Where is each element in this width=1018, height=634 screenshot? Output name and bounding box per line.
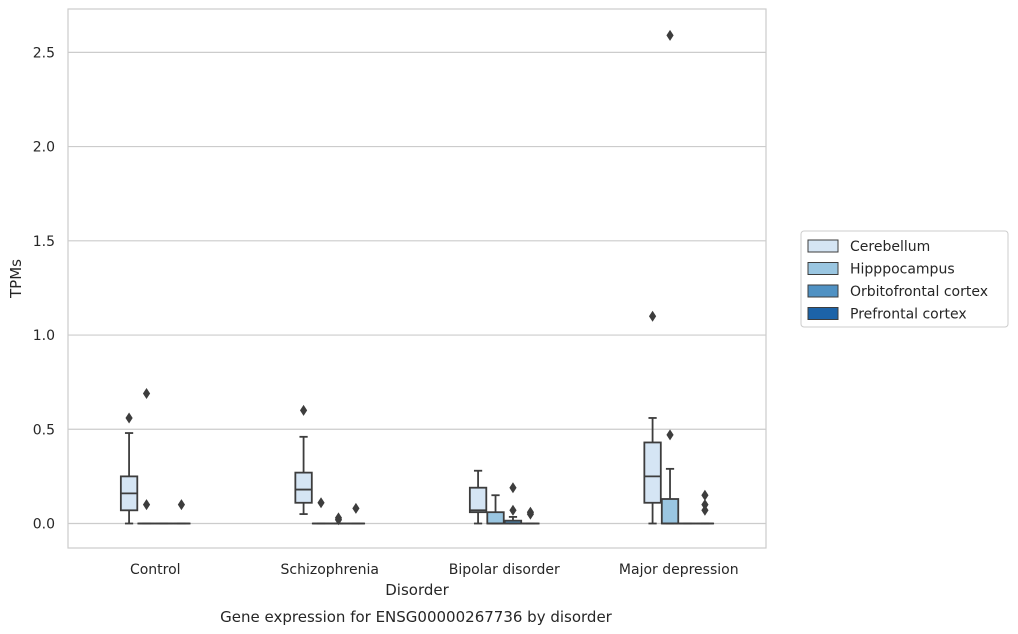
outlier-point <box>317 497 325 509</box>
outlier-point <box>701 489 709 501</box>
box-orbitofrontal-cortex <box>503 482 523 525</box>
iqr-box <box>468 486 488 514</box>
legend-label: Hipppocampus <box>850 262 955 278</box>
y-tick-label: 1.0 <box>33 328 55 344</box>
y-tick-label: 2.0 <box>33 140 55 156</box>
outlier-point <box>125 412 133 424</box>
plot-frame <box>67 8 767 549</box>
outlier-point <box>352 502 360 514</box>
chart-caption: Gene expression for ENSG00000267736 by d… <box>220 608 613 626</box>
outlier-point <box>648 310 657 322</box>
legend-swatch <box>807 284 839 298</box>
box-series <box>119 29 715 526</box>
box-cerebellum <box>294 404 313 515</box>
iqr-box <box>294 471 313 504</box>
legend-label: Orbitofrontal cortex <box>850 284 988 300</box>
y-tick-label: 0.5 <box>33 422 55 438</box>
x-axis-ticks: Control Schizophrenia Bipolar disorder Majo… <box>130 562 739 578</box>
outlier-point <box>509 482 517 494</box>
x-tick-label: Bipolar disorder <box>449 562 560 578</box>
legend-frame <box>800 230 1009 328</box>
legend-label: Cerebellum <box>850 239 930 255</box>
outlier-point <box>526 506 535 518</box>
outlier-point <box>509 504 517 516</box>
legend-swatch <box>807 307 839 320</box>
outlier-point <box>177 499 186 511</box>
iqr-box <box>643 441 662 504</box>
box-hipppocampus <box>311 497 331 525</box>
box-hipppocampus <box>137 387 156 525</box>
outlier-point <box>142 387 151 399</box>
outlier-point <box>666 29 674 41</box>
legend-swatch <box>807 262 839 275</box>
box-cerebellum <box>119 412 139 525</box>
x-tick-label: Schizophrenia <box>281 562 379 578</box>
box-orbitofrontal-cortex <box>329 512 348 526</box>
outlier-point <box>701 499 709 511</box>
legend-swatch <box>807 239 839 253</box>
iqr-box <box>486 511 505 525</box>
y-axis-label: TPMs <box>7 259 25 299</box>
outlier-point <box>142 499 151 511</box>
outlier-point <box>701 504 709 516</box>
y-tick-label: 1.5 <box>33 234 55 250</box>
x-axis-label: Disorder <box>385 581 449 599</box>
legend: Cerebellum Hipppocampus Orbitofrontal cort… <box>800 230 1009 328</box>
iqr-box <box>660 498 680 525</box>
y-axis-ticks: 0.0 0.5 1.0 1.5 2.0 2.5 <box>33 45 55 532</box>
box-hipppocampus <box>486 494 505 525</box>
x-tick-label: Major depression <box>619 562 739 578</box>
legend-label: Prefrontal cortex <box>850 307 967 323</box>
y-tick-label: 2.5 <box>33 45 55 61</box>
box-hipppocampus <box>660 29 680 525</box>
outlier-point <box>666 429 674 441</box>
box-cerebellum <box>468 469 488 525</box>
x-tick-label: Control <box>130 562 181 578</box>
box-cerebellum <box>643 310 662 525</box>
outlier-point <box>299 404 308 416</box>
box-prefrontal-cortex <box>172 499 191 525</box>
box-prefrontal-cortex <box>346 502 366 525</box>
y-tick-label: 0.0 <box>33 517 55 533</box>
outlier-point <box>334 512 343 524</box>
box-prefrontal-cortex <box>521 506 540 525</box>
box-prefrontal-cortex <box>695 489 715 525</box>
